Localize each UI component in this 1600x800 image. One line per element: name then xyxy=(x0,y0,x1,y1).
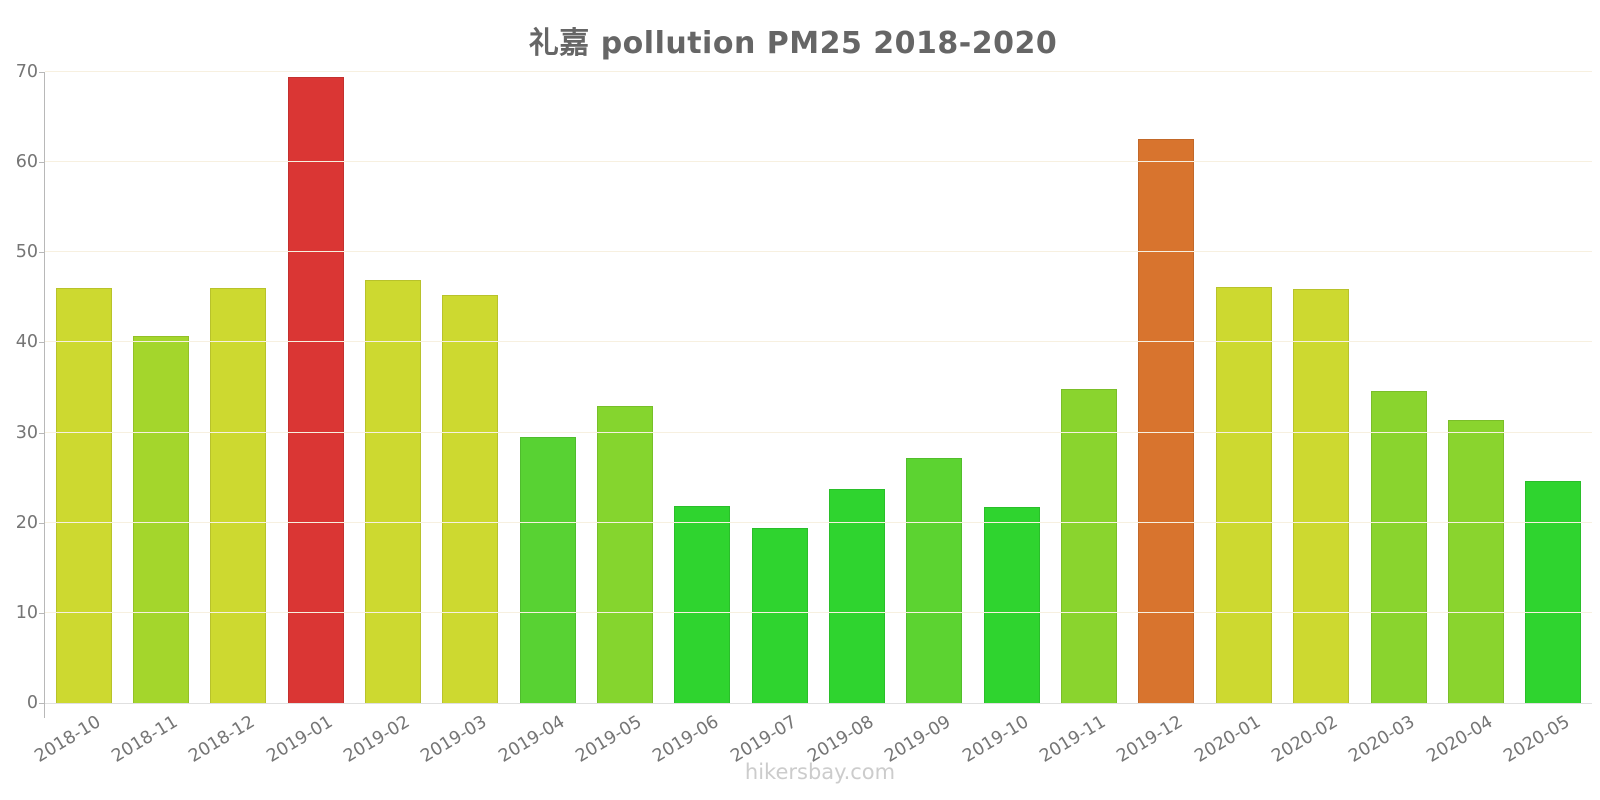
bar-slot: 2018-12 xyxy=(186,72,277,767)
bar-2018-10 xyxy=(55,288,112,703)
x-axis-label: 2019-04 xyxy=(495,712,569,767)
bar-2019-07 xyxy=(751,528,808,703)
x-axis-label: 2018-10 xyxy=(30,712,104,767)
bar-2019-12 xyxy=(1138,138,1195,703)
y-axis-tick xyxy=(39,252,45,254)
x-axis-label: 2019-05 xyxy=(572,712,646,767)
x-axis-label: 2019-10 xyxy=(959,712,1033,767)
bar-2020-04 xyxy=(1447,419,1504,703)
bar-2019-03 xyxy=(442,294,499,703)
x-axis-baseline xyxy=(45,703,1592,704)
y-axis-tick xyxy=(39,342,45,344)
bars-container: 2018-10 2018-11 2018-12 2019-01 2019-02 2019-… xyxy=(31,72,1592,767)
bar-2019-09 xyxy=(906,457,963,703)
y-axis-tick xyxy=(39,72,45,73)
y-axis-label: 0 xyxy=(26,693,38,713)
bar-2020-01 xyxy=(1215,287,1272,703)
x-axis-label: 2019-06 xyxy=(649,712,723,767)
y-axis-label: 70 xyxy=(15,62,38,82)
y-axis-tick xyxy=(39,703,45,704)
x-axis-label: 2019-08 xyxy=(804,712,878,767)
x-axis-label: 2020-01 xyxy=(1191,712,1265,767)
bar-2019-02 xyxy=(365,280,422,703)
x-axis-label: 2019-02 xyxy=(340,712,414,767)
gridline xyxy=(45,341,1592,343)
x-axis-label: 2019-07 xyxy=(727,712,801,767)
bar-slot: 2019-12 xyxy=(1114,72,1205,767)
plot-area: 2018-10 2018-11 2018-12 2019-01 2019-02 2019-… xyxy=(31,71,1592,767)
x-axis-label: 2019-09 xyxy=(881,712,955,767)
x-axis-label: 2019-01 xyxy=(263,712,337,767)
bar-slot: 2019-07 xyxy=(727,72,818,767)
bar-slot: 2019-05 xyxy=(572,72,663,767)
bar-slot: 2020-04 xyxy=(1423,72,1514,767)
bar-slot: 2020-03 xyxy=(1346,72,1437,767)
bar-2019-08 xyxy=(829,489,886,703)
bar-slot: 2019-02 xyxy=(340,72,431,767)
y-axis-tick xyxy=(39,522,45,524)
x-axis-label: 2019-03 xyxy=(417,712,491,767)
x-axis-label: 2018-12 xyxy=(185,712,259,767)
y-axis-tick xyxy=(39,432,45,434)
bar-slot: 2019-09 xyxy=(882,72,973,767)
y-axis-label: 30 xyxy=(15,422,38,443)
bar-2020-05 xyxy=(1525,481,1582,703)
y-axis-tick xyxy=(39,612,45,614)
gridline xyxy=(45,521,1592,523)
y-axis-label: 20 xyxy=(15,512,38,533)
bar-2019-04 xyxy=(519,437,576,703)
bar-slot: 2019-03 xyxy=(418,72,509,767)
bar-2019-11 xyxy=(1061,389,1118,703)
bar-2019-01 xyxy=(287,76,344,703)
bar-2018-12 xyxy=(210,288,267,703)
x-axis-label: 2019-11 xyxy=(1036,712,1110,767)
y-axis-line xyxy=(44,72,45,718)
gridline xyxy=(45,161,1592,163)
x-axis-label: 2020-02 xyxy=(1268,712,1342,767)
x-axis-label: 2019-12 xyxy=(1113,712,1187,767)
bar-slot: 2019-06 xyxy=(650,72,741,767)
bar-slot: 2018-10 xyxy=(31,72,122,767)
y-axis-tick xyxy=(39,162,45,164)
bar-2019-06 xyxy=(674,505,731,703)
bar-slot: 2019-08 xyxy=(804,72,895,767)
bar-2019-10 xyxy=(983,506,1040,703)
gridline xyxy=(45,71,1592,72)
gridline xyxy=(45,431,1592,433)
bar-slot: 2019-11 xyxy=(1036,72,1127,767)
y-axis-label: 50 xyxy=(15,242,38,263)
y-axis-label: 60 xyxy=(15,152,38,173)
y-axis-label: 10 xyxy=(15,602,38,623)
bar-slot: 2020-05 xyxy=(1501,72,1592,767)
bar-slot: 2019-04 xyxy=(495,72,586,767)
bar-2018-11 xyxy=(133,336,190,703)
watermark: hikersbay.com xyxy=(744,760,896,784)
bar-2020-02 xyxy=(1293,289,1350,703)
gridline xyxy=(45,251,1592,253)
x-axis-label: 2020-05 xyxy=(1500,712,1574,767)
bar-2019-05 xyxy=(597,405,654,703)
bar-slot: 2020-01 xyxy=(1191,72,1282,767)
x-axis-label: 2020-03 xyxy=(1345,712,1419,767)
bar-slot: 2019-01 xyxy=(263,72,354,767)
bar-slot: 2020-02 xyxy=(1268,72,1360,767)
gridline xyxy=(45,611,1592,613)
x-axis-label: 2020-04 xyxy=(1423,712,1497,767)
bar-slot: 2018-11 xyxy=(108,72,199,767)
bar-slot: 2019-10 xyxy=(959,72,1050,767)
chart-title: 礼嘉 pollution PM25 2018-2020 xyxy=(528,26,1058,61)
x-axis-label: 2018-11 xyxy=(108,712,182,767)
bar-2020-03 xyxy=(1370,391,1427,703)
y-axis-label: 40 xyxy=(15,332,38,353)
